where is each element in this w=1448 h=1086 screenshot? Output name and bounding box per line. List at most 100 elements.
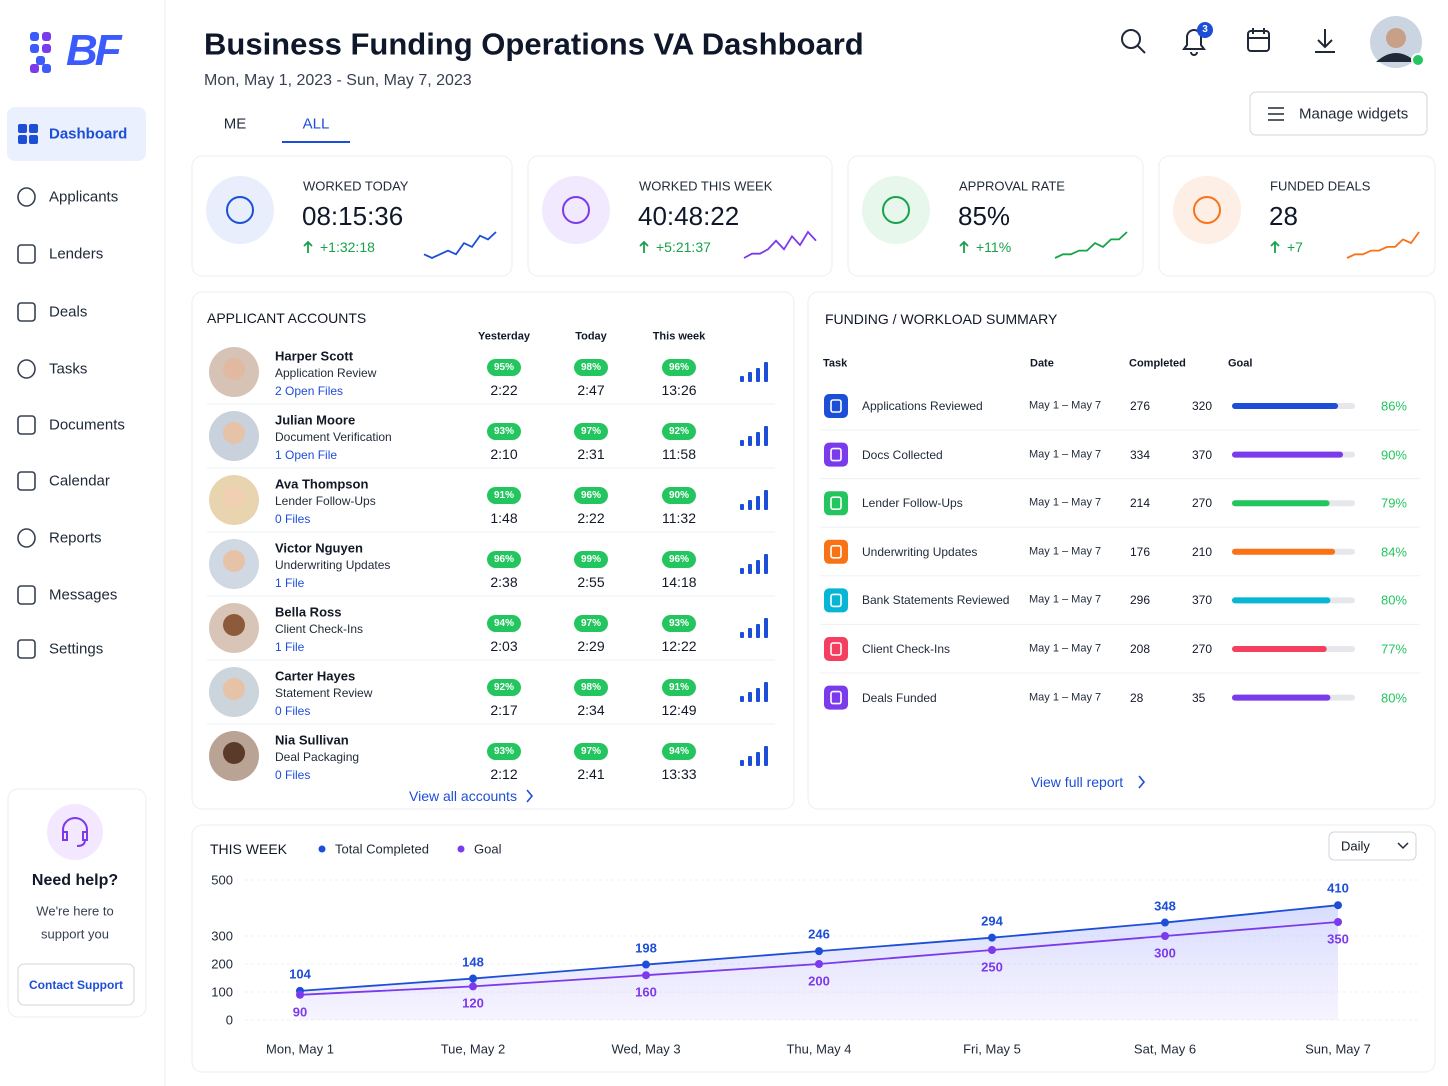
kpi-value: 40:48:22: [638, 201, 740, 231]
percent-pill: 96%: [668, 554, 690, 565]
nav-icon: [17, 359, 36, 379]
x-tick-label: Wed, May 3: [611, 1041, 681, 1057]
x-tick-label: Mon, May 1: [266, 1041, 334, 1057]
pill: [487, 743, 521, 760]
kpi-delta: +5:21:37: [656, 239, 711, 255]
pill: [574, 743, 608, 760]
applicant-name: Bella Ross: [275, 604, 342, 620]
column-header: Task: [823, 357, 848, 370]
x-tick-label: Thu, May 4: [786, 1041, 852, 1057]
signal-icon: [740, 440, 744, 446]
applicant-face: [223, 742, 245, 764]
view-all-accounts[interactable]: View all accounts: [409, 788, 517, 804]
legend-label: Total Completed: [335, 841, 429, 857]
task-icon: [824, 394, 848, 418]
applicant-task: Statement Review: [275, 686, 373, 700]
tab[interactable]: ALL: [302, 115, 330, 133]
contact-support[interactable]: Contact Support: [29, 978, 123, 992]
sparkline: [743, 230, 817, 259]
applicant-files[interactable]: 1 Open File: [275, 448, 338, 462]
applicant-files[interactable]: 0 Files: [275, 768, 311, 782]
nav-icon: [18, 135, 27, 144]
avatar-face: [1386, 28, 1406, 48]
percent-pill: 97%: [580, 426, 602, 437]
help-icon-bg: [47, 804, 103, 860]
signal-icon: [740, 696, 744, 702]
data-label: 410: [1327, 880, 1349, 896]
signal-icon: [748, 692, 752, 702]
nav-icon: [17, 639, 36, 659]
signal-icon: [756, 752, 760, 766]
applicant-task: Underwriting Updates: [275, 558, 391, 572]
progress-bar: [1232, 500, 1330, 507]
task-name: Deals Funded: [862, 690, 937, 705]
dropdown-value[interactable]: Daily: [1341, 838, 1370, 854]
applicant-files[interactable]: 2 Open Files: [275, 384, 344, 398]
completed: 214: [1130, 496, 1151, 511]
percent: 80%: [1380, 690, 1407, 706]
task-icon-glyph: [830, 544, 842, 559]
task-name: Bank Statements Reviewed: [862, 593, 1010, 608]
signal-icon: [748, 436, 752, 446]
nav-item[interactable]: Lenders: [49, 245, 104, 263]
data-label: 200: [808, 973, 830, 989]
nav-item[interactable]: Dashboard: [49, 125, 128, 143]
time: 11:58: [662, 446, 696, 462]
nav-icon: [29, 135, 38, 144]
funding-card: [807, 291, 1436, 810]
signal-icon: [740, 376, 744, 382]
logo-dot: [30, 64, 39, 73]
pill: [487, 423, 521, 440]
applicant-face: [223, 358, 245, 380]
x-tick-label: Tue, May 2: [440, 1041, 506, 1057]
point: [642, 960, 650, 969]
y-tick-label: 500: [211, 872, 233, 888]
column-header: Completed: [1129, 357, 1186, 370]
task-icon-glyph: [830, 593, 842, 608]
time: 2:47: [577, 382, 605, 398]
nav-item[interactable]: Applicants: [49, 188, 119, 206]
chevron: [1397, 842, 1409, 850]
time: 2:41: [577, 766, 605, 782]
nav-item[interactable]: Documents: [49, 416, 125, 434]
nav-item[interactable]: Reports: [49, 529, 102, 547]
signal-icon: [748, 372, 752, 382]
nav-item[interactable]: Deals: [49, 303, 88, 321]
task-name: Lender Follow-Ups: [862, 496, 963, 511]
nav-item[interactable]: Settings: [49, 640, 104, 658]
applicant-files[interactable]: 0 Files: [275, 704, 311, 718]
view-full-report[interactable]: View full report: [1030, 774, 1124, 790]
kpi-delta: +11%: [976, 239, 1012, 255]
pill: [487, 679, 521, 696]
pill: [662, 487, 696, 504]
time: 2:38: [490, 574, 518, 590]
nav-active-bg: [7, 107, 146, 161]
pill: [662, 615, 696, 632]
nav-item[interactable]: Calendar: [49, 472, 110, 490]
nav-icon: [17, 415, 36, 435]
percent-pill: 99%: [580, 554, 602, 565]
pill: [574, 423, 608, 440]
task-icon-glyph: [830, 447, 842, 462]
task-icon: [824, 442, 848, 467]
nav-item[interactable]: Tasks: [49, 360, 88, 378]
kpi-value: 08:15:36: [302, 201, 404, 231]
applicant-files[interactable]: 1 File: [275, 640, 305, 654]
point: [469, 982, 477, 991]
percent-pill: 97%: [580, 746, 602, 757]
applicant-files[interactable]: 1 File: [275, 576, 305, 590]
help-text: support you: [41, 926, 109, 942]
applicant-name: Ava Thompson: [275, 476, 369, 492]
applicant-task: Deal Packaging: [275, 750, 360, 764]
tab[interactable]: ME: [223, 115, 247, 133]
pill: [574, 679, 608, 696]
manage-widgets[interactable]: Manage widgets: [1299, 105, 1409, 123]
applicant-files[interactable]: 0 Files: [275, 512, 311, 526]
nav-item[interactable]: Messages: [49, 586, 118, 604]
signal-icon: [764, 746, 768, 766]
pill: [487, 615, 521, 632]
avatar-body: [1376, 53, 1416, 62]
percent-pill: 92%: [493, 682, 515, 693]
task-icon-glyph: [830, 496, 842, 511]
nav-icon: [17, 528, 36, 548]
